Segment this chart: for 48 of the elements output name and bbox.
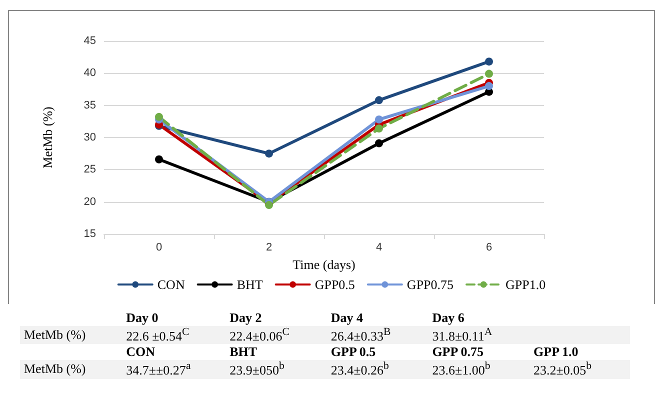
x-tick-label: 0	[156, 242, 162, 254]
text: MetMb (%)	[23, 326, 87, 344]
text: 23.2±0.05$^{b}$	[532, 360, 593, 379]
text: 31.8±0.11$^{A}$	[431, 326, 494, 344]
legend-label: BHT	[236, 277, 263, 292]
text: Day 0	[125, 310, 160, 326]
x-tick-label: 2	[266, 242, 272, 254]
text: 34.7±±0.27$^{a}$	[125, 360, 192, 379]
text: GPP 1.0	[532, 344, 580, 360]
legend-label: CON	[157, 277, 186, 292]
text: 22.4±0.06$^{C}$	[228, 326, 290, 344]
point	[375, 115, 383, 124]
point	[485, 58, 493, 66]
text: 22.6 ±0.54$^{C}$	[125, 326, 190, 344]
y-tick-label: 45	[84, 35, 96, 47]
y-tick-label: 15	[84, 228, 96, 240]
legend-label: GPP0.75	[406, 277, 454, 292]
point	[375, 96, 383, 104]
text: Day 6	[431, 310, 466, 326]
text: 23.4±0.26$^{b}$	[330, 360, 390, 379]
point	[155, 155, 163, 164]
text: Day 2	[228, 310, 263, 326]
legend-label: GPP1.0	[506, 277, 546, 292]
x-axis-title: Time (days)	[292, 256, 356, 272]
text: GPP 0.5	[330, 344, 377, 360]
legend-label: GPP0.5	[314, 277, 355, 292]
point	[375, 139, 383, 148]
point	[265, 150, 273, 158]
text: GPP 0.75	[431, 344, 484, 360]
y-axis-title: MetMb (%)	[40, 106, 55, 168]
text: Day 4	[330, 310, 364, 326]
x-tick-label: 4	[376, 242, 382, 254]
x-tick-label: 6	[486, 242, 492, 254]
text: MetMb (%)	[23, 360, 87, 378]
text: BHT	[228, 344, 258, 360]
point	[485, 82, 493, 90]
y-tick-label: 20	[84, 196, 96, 208]
y-tick-label: 25	[84, 164, 96, 176]
y-tick-label: 35	[84, 99, 96, 112]
text: 26.4±0.33$^{B}$	[330, 326, 392, 344]
text: 23.6±1.00$^{b}$	[431, 360, 492, 379]
y-tick-label: 30	[84, 132, 96, 144]
text: 23.9±050$^{b}$	[228, 360, 286, 379]
point	[155, 112, 163, 121]
y-tick-label: 40	[84, 67, 96, 80]
point	[485, 70, 493, 78]
text: CON	[125, 344, 156, 360]
point	[375, 124, 383, 132]
